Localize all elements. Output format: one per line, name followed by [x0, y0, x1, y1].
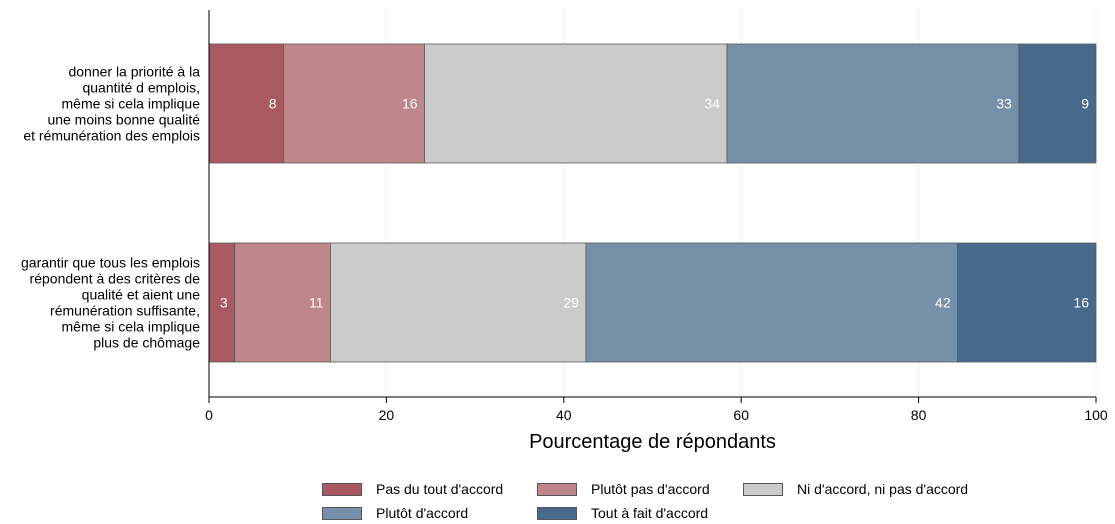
- data-label: 8: [269, 96, 277, 112]
- stacked-bar-chart: 8 3 16 11 34 29 33 42 9 16 0 20 40 60 80 100 Pourcentage…: [21, 10, 1108, 453]
- bar-segment: [234, 242, 331, 363]
- legend-swatch: [537, 506, 577, 520]
- bar-segment: [208, 242, 236, 363]
- data-label: 16: [1073, 295, 1089, 311]
- data-label: 33: [996, 96, 1012, 112]
- category-label-line: donner la priorité à la: [68, 64, 200, 80]
- data-label: 34: [704, 96, 720, 112]
- bar-segment: [957, 242, 1097, 363]
- legend-label: Plutôt pas d'accord: [591, 481, 710, 497]
- legend-swatch: [322, 506, 362, 520]
- category-label-line: une moins bonne qualité: [47, 112, 200, 128]
- category-label: garantir que tous les emplois répondent à…: [21, 255, 200, 351]
- x-tick-label: 60: [733, 407, 749, 423]
- category-label-line: rémunération suffisante,: [50, 303, 200, 319]
- x-axis-title: Pourcentage de répondants: [529, 431, 776, 453]
- data-label: 29: [563, 295, 579, 311]
- category-label-line: plus de chômage: [93, 335, 200, 351]
- x-tick-label: 100: [1084, 407, 1108, 423]
- x-tick-label: 80: [911, 407, 927, 423]
- legend-label: Tout à fait d'accord: [591, 505, 709, 521]
- category-label: donner la priorité à la quantité d emploi…: [23, 64, 200, 144]
- category-label-line: même si cela implique: [62, 96, 201, 112]
- bar-segment: [585, 242, 959, 363]
- legend-swatch: [322, 482, 362, 496]
- legend-label: Plutôt d'accord: [376, 505, 469, 521]
- x-tick-label: 40: [556, 407, 572, 423]
- category-label-line: quantité d emplois,: [82, 80, 200, 96]
- legend-item-tout-a-fait: Tout à fait d'accord: [537, 505, 708, 521]
- x-tick-label: 20: [379, 407, 395, 423]
- category-label-line: garantir que tous les emplois: [21, 255, 200, 271]
- category-label-line: répondent à des critères de: [30, 271, 201, 287]
- category-label-line: même si cela implique: [62, 319, 201, 335]
- data-label: 9: [1081, 96, 1089, 112]
- bar-segment: [330, 242, 587, 363]
- category-label-line: et rémunération des emplois: [23, 128, 200, 144]
- legend-label: Pas du tout d'accord: [376, 481, 504, 497]
- category-label-line: qualité et aient une: [82, 287, 201, 303]
- data-label: 3: [220, 295, 228, 311]
- bar-segment: [424, 43, 728, 164]
- data-label: 16: [402, 96, 418, 112]
- legend-item-pas-du-tout: Pas du tout d'accord: [322, 481, 503, 497]
- bar-segment: [726, 43, 1020, 164]
- x-tick-label: 0: [205, 407, 213, 423]
- data-label: 11: [309, 295, 324, 311]
- legend-swatch: [537, 482, 577, 496]
- legend-item-plutot-accord: Plutôt d'accord: [322, 505, 468, 521]
- legend-item-plutot-pas: Plutôt pas d'accord: [537, 481, 710, 497]
- legend-swatch: [743, 482, 783, 496]
- data-label: 42: [935, 295, 951, 311]
- legend-label: Ni d'accord, ni pas d'accord: [797, 481, 969, 497]
- legend-item-ni-ni: Ni d'accord, ni pas d'accord: [743, 481, 968, 497]
- bar-segment: [1018, 43, 1097, 164]
